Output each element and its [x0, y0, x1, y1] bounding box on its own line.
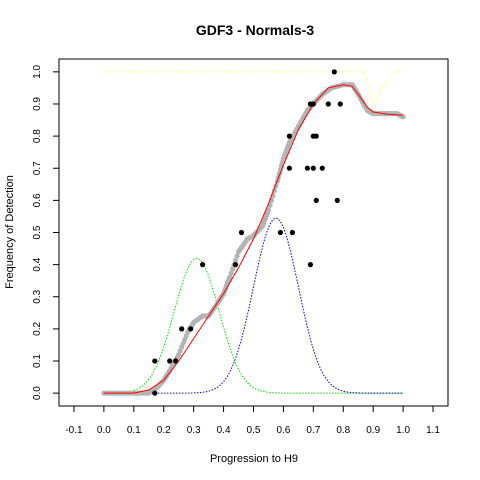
series-layer: [101, 69, 406, 396]
axes-layer: -0.1 0.0 0.1 0.2 0.3 0.4 0.5 0.6 0.7 0.8 0.9 1.0 1.1…: [32, 64, 440, 436]
chart-title: GDF3 - Normals-3: [196, 22, 314, 38]
smooth-point: [232, 257, 239, 263]
data-point: [200, 262, 206, 268]
data-point: [152, 358, 158, 364]
data-point: [238, 229, 245, 236]
data-point: [286, 133, 292, 139]
smooth-point: [228, 270, 234, 276]
y-tick-label: 0.0: [32, 386, 43, 400]
y-tick-label: 0.3: [32, 289, 43, 303]
y-axis-title: Frequency of Detection: [4, 175, 16, 289]
x-tick-label: 1.1: [426, 425, 440, 436]
x-tick-label: 0.4: [217, 425, 231, 436]
y-tick-label: 0.4: [32, 257, 43, 271]
smooth-point: [230, 266, 236, 272]
data-point: [277, 229, 283, 236]
x-tick-label: 1.0: [396, 425, 410, 436]
data-point: [307, 262, 313, 268]
x-tick-label: 0.2: [157, 425, 171, 436]
data-point: [331, 69, 337, 75]
x-tick-label: 0.6: [276, 425, 290, 436]
data-point: [179, 326, 185, 332]
data-point: [289, 229, 295, 236]
x-tick-label: 0.1: [127, 425, 141, 436]
smooth-point: [227, 274, 233, 281]
data-point: [167, 358, 173, 364]
y-tick-label: 0.2: [32, 322, 43, 336]
data-point: [313, 197, 319, 203]
y-tick-label: 0.9: [32, 97, 43, 111]
data-point: [313, 133, 319, 139]
x-tick-label: 0.7: [306, 425, 320, 436]
x-axis-title: Progression to H9: [210, 453, 298, 465]
blue-component-curve: [103, 217, 404, 394]
data-point: [310, 165, 316, 171]
data-point: [334, 197, 340, 203]
x-tick-label: -0.1: [65, 425, 83, 436]
data-point: [310, 101, 316, 107]
data-point: [337, 101, 343, 107]
data-point: [188, 326, 194, 332]
data-point: [325, 101, 331, 107]
plot-frame: [58, 58, 449, 407]
x-tick-label: 0.3: [187, 425, 201, 436]
fit-curve: [103, 84, 404, 394]
data-point: [304, 165, 310, 171]
data-point: [173, 358, 179, 364]
y-tick-label: 1.0: [32, 64, 43, 78]
y-tick-label: 0.8: [32, 129, 43, 143]
data-point: [286, 165, 292, 171]
data-point: [232, 262, 239, 268]
x-tick-label: 0.8: [336, 425, 350, 436]
x-tick-label: 0.9: [366, 425, 380, 436]
yellow-component-line: [103, 71, 404, 106]
data-point: [319, 165, 325, 171]
y-tick-label: 0.6: [32, 193, 43, 207]
x-tick-label: 0.5: [247, 425, 261, 436]
y-tick-label: 0.1: [32, 354, 43, 368]
y-tick-label: 0.5: [32, 225, 43, 239]
x-tick-label: 0.0: [97, 425, 111, 436]
smooth-point: [265, 207, 272, 213]
y-tick-label: 0.7: [32, 161, 43, 175]
data-point: [152, 390, 158, 396]
smooth-point: [234, 253, 240, 259]
